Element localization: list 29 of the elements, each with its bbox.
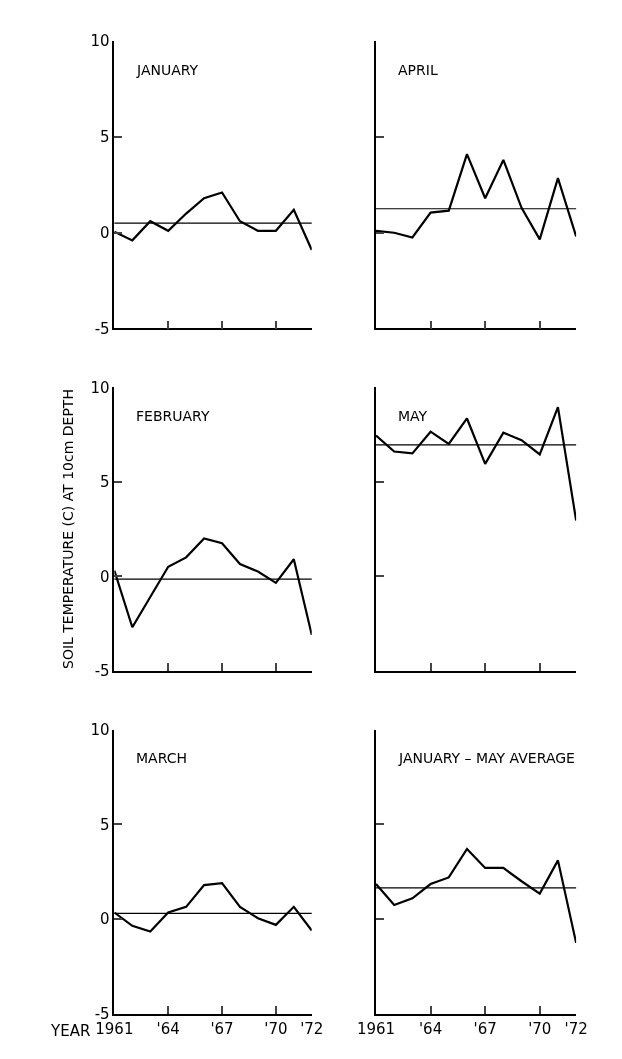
y-tick-label: 10 [90, 378, 110, 397]
y-tick-label: -5 [94, 319, 110, 338]
text: MARCH [136, 750, 187, 766]
y-tick-label: 0 [100, 567, 110, 586]
x-tick-label: '70 [264, 1019, 288, 1038]
y-tick-label: 5 [100, 473, 110, 492]
x-tick-label: '72 [564, 1019, 588, 1038]
text: MAY [398, 408, 428, 424]
text: APRIL [398, 62, 438, 78]
y-tick-label: -5 [94, 661, 110, 680]
text: FEBRUARY [136, 408, 210, 424]
x-tick-label: '64 [156, 1019, 180, 1038]
text: JANUARY [136, 62, 199, 78]
y-tick-label: 5 [100, 815, 110, 834]
y-tick-label: 10 [90, 32, 110, 51]
y-axis-title: SOIL TEMPERATURE (C) AT 10cm DEPTH [59, 389, 76, 669]
y-tick-label: 10 [90, 720, 110, 739]
x-tick-label: 1961 [356, 1019, 396, 1038]
x-tick-label: '72 [300, 1019, 324, 1038]
x-tick-label: 1961 [95, 1019, 134, 1038]
x-axis-title: YEAR [50, 1022, 91, 1040]
y-tick-label: 0 [100, 910, 110, 929]
y-tick-label: 0 [100, 223, 110, 242]
y-tick-label: 5 [100, 128, 110, 147]
text: JANUARY – MAY AVERAGE [398, 750, 575, 766]
x-tick-label: '64 [418, 1019, 443, 1038]
x-tick-label: '70 [528, 1019, 552, 1038]
x-tick-label: '67 [473, 1019, 497, 1038]
x-tick-label: '67 [210, 1019, 234, 1038]
